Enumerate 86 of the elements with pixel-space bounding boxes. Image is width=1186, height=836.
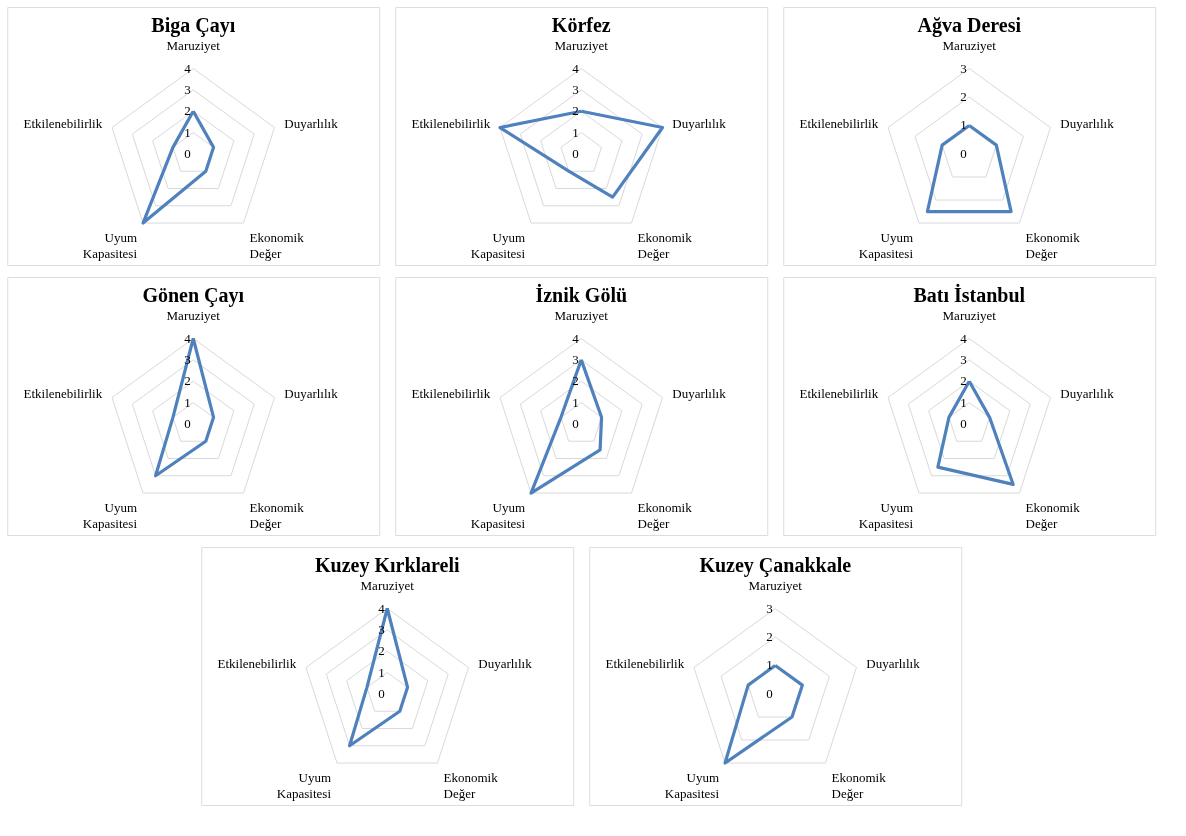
spoke-label: Uyum Kapasitesi (858, 230, 914, 262)
y-tick-label: 4 (572, 330, 580, 346)
y-tick-label: 4 (572, 60, 580, 76)
y-tick-label: 3 (960, 351, 967, 367)
y-tick-label: 0 (960, 415, 967, 431)
spoke-label: Ekonomik Değer (637, 500, 693, 532)
y-tick-label: 2 (960, 373, 967, 389)
chart-title: Gönen Çayı (142, 283, 245, 307)
chart-title: Körfez (551, 13, 611, 36)
spoke-label: Ekonomik Değer (443, 770, 499, 802)
spoke-label: Duyarlılık (672, 116, 727, 132)
spoke-label: Uyum Kapasitesi (858, 500, 914, 532)
y-tick-label: 3 (960, 60, 967, 76)
y-tick-label: 0 (572, 145, 579, 161)
chart-title: Kuzey Kırklareli (314, 553, 460, 577)
spoke-label: Uyum Kapasitesi (82, 230, 138, 262)
spoke-label: Maruziyet (554, 38, 609, 54)
spoke-label: Maruziyet (166, 38, 221, 54)
y-tick-label: 4 (184, 330, 192, 346)
y-tick-label: 1 (378, 664, 385, 680)
y-tick-label: 1 (184, 124, 191, 140)
spoke-label: Ekonomik Değer (249, 230, 305, 262)
spoke-label: Uyum Kapasitesi (276, 770, 332, 802)
spoke-label: Etkilenebilirlik (411, 116, 491, 132)
spoke-label: Maruziyet (166, 308, 221, 324)
y-tick-label: 3 (184, 81, 191, 97)
y-tick-label: 2 (184, 103, 191, 119)
spoke-label: Ekonomik Değer (249, 500, 305, 532)
y-tick-label: 1 (572, 394, 579, 410)
spoke-label: Etkilenebilirlik (605, 656, 685, 672)
y-tick-label: 2 (378, 643, 385, 659)
y-tick-label: 2 (572, 103, 579, 119)
spoke-label: Duyarlılık (1060, 116, 1115, 132)
spoke-label: Ekonomik Değer (1025, 500, 1081, 532)
spoke-label: Etkilenebilirlik (23, 116, 103, 132)
spoke-label: Duyarlılık (284, 386, 339, 402)
y-tick-label: 1 (766, 657, 773, 673)
y-tick-label: 2 (960, 88, 967, 104)
y-tick-label: 1 (572, 124, 579, 140)
spoke-label: Maruziyet (942, 38, 997, 54)
y-tick-label: 0 (184, 415, 191, 431)
y-tick-label: 1 (184, 394, 191, 410)
spoke-label: Uyum Kapasitesi (470, 230, 526, 262)
spoke-label: Uyum Kapasitesi (664, 770, 720, 802)
y-tick-label: 0 (960, 145, 967, 161)
chart-title: İznik Gölü (535, 282, 628, 306)
y-tick-label: 0 (184, 145, 191, 161)
spoke-label: Duyarlılık (284, 116, 339, 132)
y-tick-label: 3 (572, 351, 579, 367)
spoke-label: Duyarlılık (1060, 386, 1115, 402)
spoke-label: Ekonomik Değer (1025, 230, 1081, 262)
y-tick-label: 3 (184, 351, 191, 367)
y-tick-label: 0 (378, 685, 385, 701)
spoke-label: Uyum Kapasitesi (82, 500, 138, 532)
y-tick-label: 4 (378, 600, 386, 616)
spoke-label: Maruziyet (748, 578, 803, 594)
spoke-label: Duyarlılık (672, 386, 727, 402)
spoke-label: Maruziyet (554, 308, 609, 324)
y-tick-label: 0 (572, 415, 579, 431)
y-tick-label: 3 (378, 621, 385, 637)
y-tick-label: 0 (766, 685, 773, 701)
spoke-label: Maruziyet (942, 308, 997, 324)
spoke-label: Maruziyet (360, 578, 415, 594)
chart-title: Ağva Deresi (917, 13, 1022, 37)
y-tick-label: 2 (184, 373, 191, 389)
y-tick-label: 4 (960, 330, 968, 346)
spoke-label: Ekonomik Değer (637, 230, 693, 262)
spoke-label: Uyum Kapasitesi (470, 500, 526, 532)
chart-title: Kuzey Çanakkale (699, 553, 852, 577)
spoke-label: Etkilenebilirlik (799, 386, 879, 402)
y-tick-label: 3 (572, 81, 579, 97)
y-tick-label: 3 (766, 600, 773, 616)
y-tick-label: 2 (766, 628, 773, 644)
chart-title: Biga Çayı (151, 13, 236, 37)
spoke-label: Etkilenebilirlik (799, 116, 879, 132)
spoke-label: Duyarlılık (478, 656, 533, 672)
spoke-label: Etkilenebilirlik (411, 386, 491, 402)
y-tick-label: 4 (184, 60, 192, 76)
y-tick-label: 1 (960, 117, 967, 133)
spoke-label: Etkilenebilirlik (23, 386, 103, 402)
y-tick-label: 2 (572, 373, 579, 389)
spoke-label: Etkilenebilirlik (217, 656, 297, 672)
chart-title: Batı İstanbul (913, 282, 1026, 306)
spoke-label: Ekonomik Değer (831, 770, 887, 802)
spoke-label: Duyarlılık (866, 656, 921, 672)
y-tick-label: 1 (960, 394, 967, 410)
